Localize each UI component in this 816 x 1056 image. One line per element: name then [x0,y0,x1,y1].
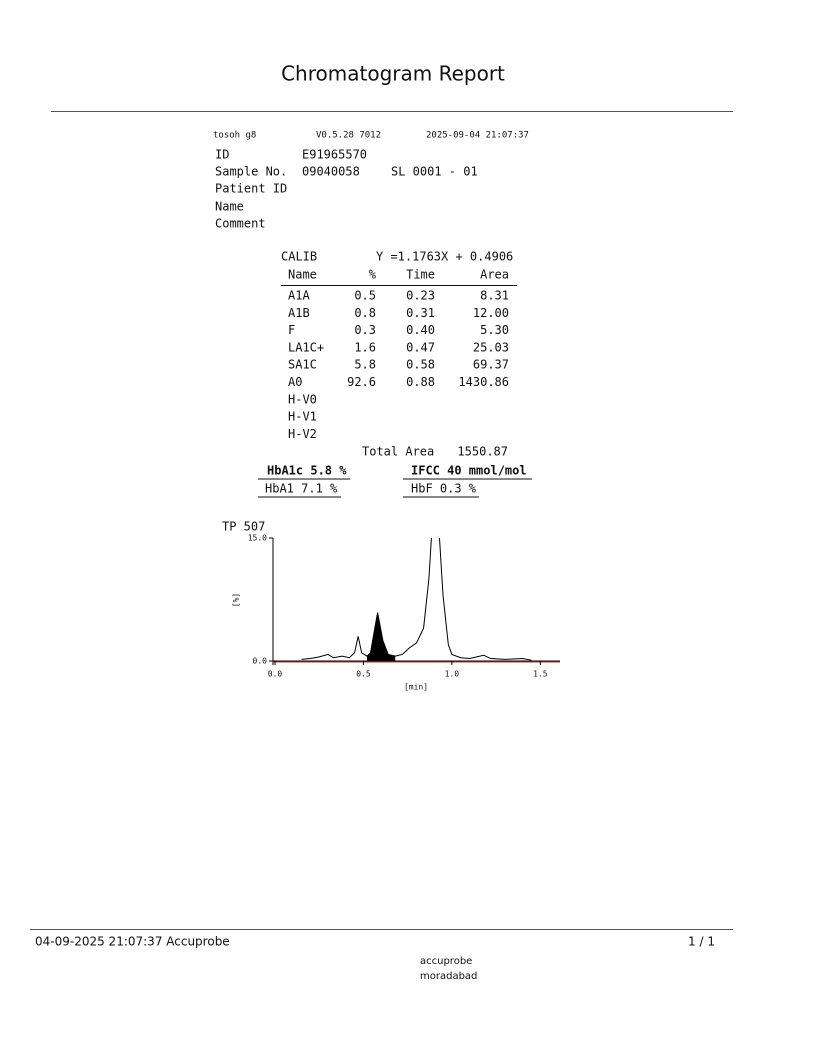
y-tick-label: 15.0 [248,534,267,543]
field-value: 09040058 [302,165,360,179]
table-cell: A0 [288,375,302,389]
summary: HbF 0.3 % [411,482,477,496]
table-cell: 25.03 [473,340,509,354]
table-cell: 0.31 [406,306,435,320]
chromatogram-label: TP 507 [222,520,265,534]
summary: HbA1 7.1 % [265,482,338,496]
table-cell: LA1C+ [288,340,324,354]
column-header: Time [406,268,435,282]
x-tick-label: 1.5 [533,670,548,679]
table-cell: F [288,323,295,337]
footer-left: 04-09-2025 21:07:37 Accuprobe [35,935,230,949]
x-axis-label: [min] [404,683,428,692]
table-cell: 0.5 [354,289,376,303]
table-cell: A1B [288,306,310,320]
table-cell: 0.47 [406,340,435,354]
field-label: Sample No. [215,165,287,179]
field-label: Comment [215,217,266,231]
table-cell: 1430.86 [458,375,509,389]
page-number: 1 / 1 [688,935,715,949]
table-cell: H-V2 [288,427,317,441]
table-cell: A1A [288,289,310,303]
total-value: 1550.87 [457,445,508,459]
instrument: tosoh g8 [213,131,256,141]
x-tick-label: 0.0 [268,670,283,679]
x-tick-label: 1.0 [445,670,460,679]
report-title: Chromatogram Report [281,62,505,86]
field-label: ID [215,148,229,162]
column-header: Name [288,268,317,282]
version: V0.5.28 7012 [316,131,381,141]
table-cell: 0.23 [406,289,435,303]
peak-fill [366,612,396,661]
table-cell: 0.8 [354,306,376,320]
table-cell: 0.88 [406,375,435,389]
y-tick-label: 0.0 [253,657,268,666]
table-cell: 5.30 [480,323,509,337]
table-cell: 8.31 [480,289,509,303]
table-cell: 0.40 [406,323,435,337]
footer-line: moradabad [420,971,477,982]
table-cell: 1.6 [354,340,376,354]
equation: Y =1.1763X + 0.4906 [376,250,513,264]
table-cell: 92.6 [347,375,376,389]
table-cell: 5.8 [354,358,376,372]
field-label: Patient ID [215,182,287,196]
column-header: % [369,268,377,282]
column-header: Area [480,268,509,282]
footer-line: accuprobe [420,956,472,967]
summary: IFCC 40 mmol/mol [411,464,527,478]
field-label: Name [215,200,244,214]
table-cell: SA1C [288,358,317,372]
calib: CALIB [281,250,317,264]
table-cell: 12.00 [473,306,509,320]
table-cell: 0.58 [406,358,435,372]
table-cell: 0.3 [354,323,376,337]
field-value: SL 0001 - 01 [391,165,478,179]
chromatogram-line [301,538,532,661]
summary: HbA1c 5.8 % [267,464,347,478]
table-cell: H-V0 [288,392,317,406]
table-cell: H-V1 [288,410,317,424]
total-label: Total Area [362,445,434,459]
table-cell: 69.37 [473,358,509,372]
field-value: E91965570 [302,148,367,162]
timestamp: 2025-09-04 21:07:37 [426,131,529,141]
y-axis-label: [%] [232,593,241,607]
x-tick-label: 0.5 [356,670,371,679]
